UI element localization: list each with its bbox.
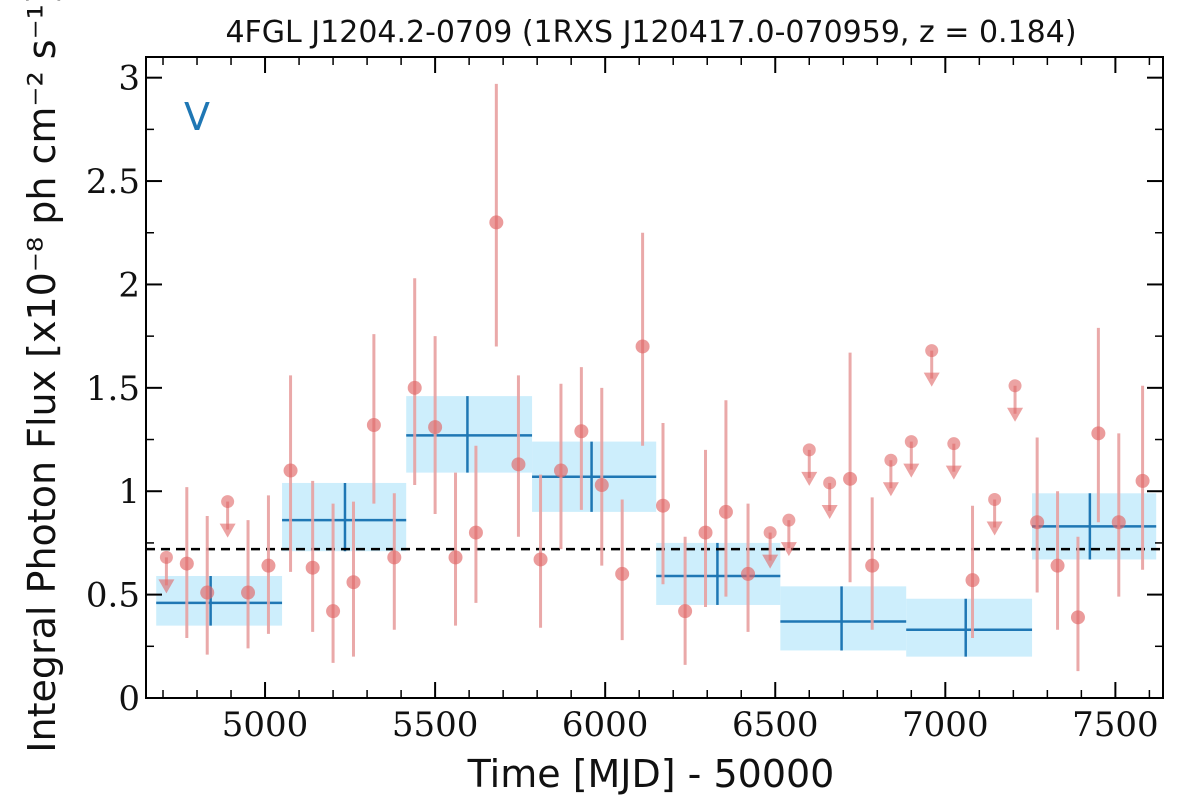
y-tick-label: 0	[118, 679, 140, 719]
axes-frame	[145, 56, 1164, 699]
binned-flux-layer	[156, 396, 1157, 657]
upper-limit-point	[763, 526, 777, 540]
upper-limit-point	[1008, 379, 1022, 393]
data-point	[200, 585, 215, 600]
upper-limit-arrow	[1007, 407, 1024, 422]
y-tick-label: 1	[118, 472, 140, 512]
x-tick-label: 5500	[392, 705, 479, 745]
binned-flux-box	[906, 598, 1033, 657]
data-point	[179, 556, 194, 571]
data-point	[1050, 558, 1065, 573]
data-point	[366, 418, 381, 433]
upper-limit-arrow	[801, 471, 818, 486]
upper-limit-arrow	[882, 482, 899, 497]
data-point	[261, 558, 276, 573]
panel-annotation: V	[184, 95, 210, 139]
upper-limits-layer	[158, 344, 1024, 594]
upper-limit-point	[884, 453, 898, 467]
data-point	[448, 550, 463, 565]
data-point	[1111, 515, 1126, 530]
upper-limit-arrow	[219, 523, 236, 538]
x-tick-label: 7000	[902, 705, 989, 745]
data-point	[468, 525, 483, 540]
data-point	[428, 420, 443, 435]
upper-limit-arrow	[780, 542, 797, 557]
upper-limit-point	[925, 344, 939, 358]
data-point	[1135, 473, 1150, 488]
upper-limit-arrow	[986, 521, 1003, 536]
upper-limit-arrow	[821, 504, 838, 519]
data-point	[283, 463, 298, 478]
data-point	[741, 566, 756, 581]
upper-limit-point	[802, 443, 816, 457]
upper-limit-arrow	[762, 554, 779, 569]
axes-frame-box	[145, 56, 1164, 699]
x-tick-label: 5000	[222, 705, 309, 745]
y-tick-label: 0.5	[86, 576, 140, 616]
x-tick-label: 7500	[1072, 705, 1159, 745]
chart-title: 4FGL J1204.2-0709 (1RXS J120417.0-070959…	[225, 15, 1076, 50]
y-tick-label: 2.5	[86, 162, 140, 202]
data-point	[1091, 426, 1106, 441]
x-axis-label: Time [MJD] - 50000	[467, 752, 835, 796]
x-tick-label: 6000	[562, 705, 649, 745]
data-point	[656, 498, 671, 513]
data-point	[635, 339, 650, 354]
y-tick-label: 1.5	[86, 369, 140, 409]
data-point	[574, 424, 589, 439]
data-point	[965, 573, 980, 588]
upper-limit-point	[782, 513, 796, 527]
upper-limit-arrow	[923, 372, 940, 387]
upper-limit-point	[904, 435, 918, 449]
data-point	[305, 560, 320, 575]
data-point	[241, 585, 256, 600]
upper-limit-point	[947, 437, 961, 451]
data-point	[594, 478, 609, 493]
data-point	[678, 604, 693, 619]
data-point	[489, 215, 504, 230]
ticks-layer: 5000 5500 6000 6500 7000 7500 0 0.5 1 1.5 2 2.5 3	[86, 57, 1163, 745]
upper-limit-point	[159, 550, 173, 564]
binned-flux-box	[156, 576, 283, 626]
upper-limit-point	[221, 495, 235, 509]
data-point	[553, 463, 568, 478]
x-tick-label: 6500	[732, 705, 819, 745]
data-point	[843, 471, 858, 486]
data-point	[533, 552, 548, 567]
data-point	[387, 550, 402, 565]
data-point	[346, 575, 361, 590]
data-point	[1030, 515, 1045, 530]
y-tick-label: 2	[118, 265, 140, 305]
data-point	[1070, 610, 1085, 625]
data-point	[698, 525, 713, 540]
plot-background	[146, 57, 1163, 698]
y-axis-label: Integral Photon Flux [x10⁻⁸ ph cm⁻² s⁻¹]	[20, 0, 64, 753]
data-point	[511, 457, 526, 472]
upper-limit-point	[988, 492, 1002, 506]
upper-limit-arrow	[945, 465, 962, 480]
detection-points-layer	[179, 83, 1150, 672]
data-point	[407, 380, 422, 395]
data-point	[865, 558, 880, 573]
binned-flux-box	[780, 586, 907, 651]
upper-limit-point	[823, 476, 837, 490]
upper-limit-arrow	[903, 463, 920, 478]
data-point	[718, 504, 733, 519]
plot-area	[146, 57, 1163, 698]
y-tick-label: 3	[118, 59, 140, 99]
data-point	[326, 604, 341, 619]
data-point	[615, 566, 630, 581]
upper-limit-arrow	[158, 579, 175, 594]
